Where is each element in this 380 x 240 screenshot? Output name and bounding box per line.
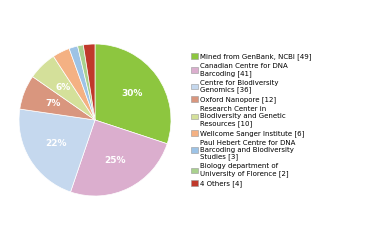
Text: 25%: 25% (105, 156, 126, 165)
Wedge shape (95, 44, 171, 144)
Legend: Mined from GenBank, NCBI [49], Canadian Centre for DNA
Barcoding [41], Centre fo: Mined from GenBank, NCBI [49], Canadian … (190, 52, 313, 188)
Text: 30%: 30% (121, 89, 142, 98)
Wedge shape (19, 109, 95, 192)
Text: 7%: 7% (45, 99, 60, 108)
Wedge shape (33, 56, 95, 120)
Wedge shape (83, 44, 95, 120)
Wedge shape (54, 48, 95, 120)
Wedge shape (71, 120, 167, 196)
Wedge shape (69, 46, 95, 120)
Text: 6%: 6% (55, 83, 71, 92)
Text: 22%: 22% (45, 139, 67, 148)
Wedge shape (20, 77, 95, 120)
Wedge shape (78, 45, 95, 120)
